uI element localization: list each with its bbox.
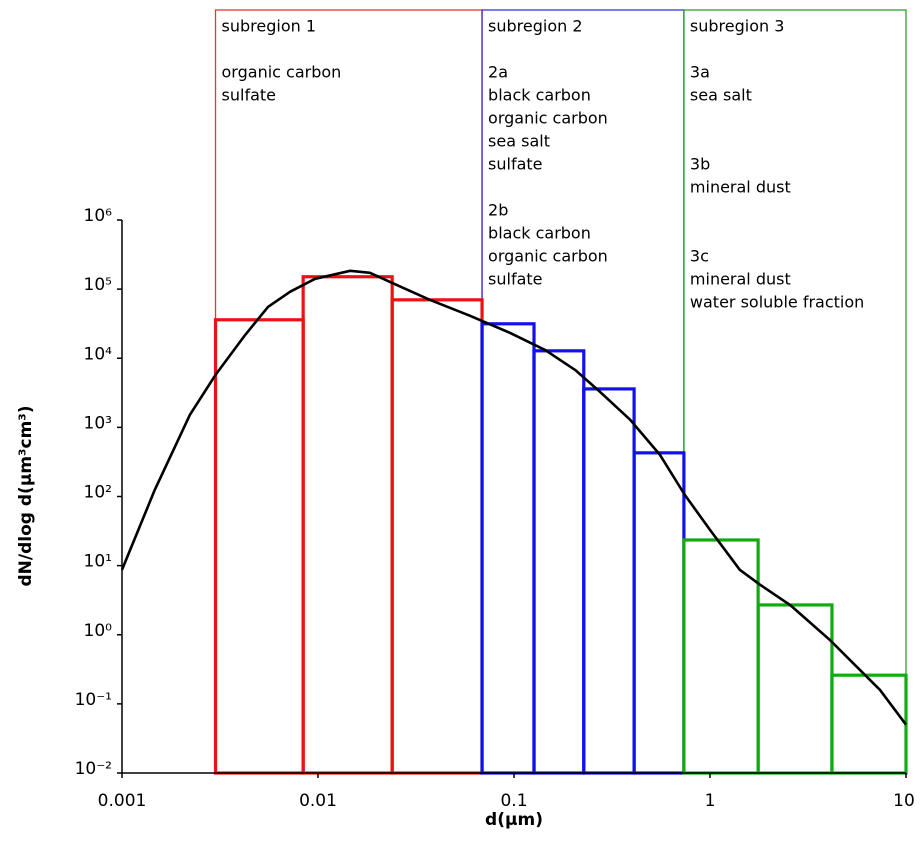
group-item: organic carbon bbox=[488, 247, 608, 266]
y-tick-label: 10⁻¹ bbox=[75, 690, 112, 710]
histogram-bar bbox=[830, 673, 908, 775]
region-box bbox=[214, 9, 483, 774]
group-item: sulfate bbox=[222, 86, 276, 105]
group-item: black carbon bbox=[488, 224, 591, 243]
group-item: sea salt bbox=[690, 86, 752, 105]
y-axis-title: dN/dlog d(µm³cm³) bbox=[16, 406, 36, 587]
group-item: black carbon bbox=[488, 86, 591, 105]
histogram-bar bbox=[301, 275, 394, 775]
y-tick-label: 10⁵ bbox=[84, 275, 112, 295]
x-tick-label: 0.001 bbox=[98, 791, 147, 811]
x-tick-label: 0.01 bbox=[299, 791, 337, 811]
y-tick-label: 10⁴ bbox=[84, 344, 113, 364]
histogram-bar bbox=[390, 298, 484, 775]
region-box bbox=[683, 9, 907, 774]
region-label: subregion 3 bbox=[690, 17, 785, 36]
y-tick-label: 10⁻² bbox=[75, 759, 112, 779]
region-label: subregion 1 bbox=[222, 17, 316, 36]
histogram-bar bbox=[480, 322, 536, 775]
group-label: 3c bbox=[690, 247, 709, 266]
histogram-bar bbox=[532, 349, 586, 775]
histogram-bar bbox=[756, 603, 834, 775]
region-label: subregion 2 bbox=[488, 17, 583, 36]
group-label: 2b bbox=[488, 201, 508, 220]
group-item: organic carbon bbox=[488, 109, 608, 128]
histogram-bar bbox=[213, 318, 305, 775]
y-tick-label: 10² bbox=[84, 483, 112, 503]
group-item: sulfate bbox=[488, 155, 542, 174]
y-tick-label: 10¹ bbox=[84, 552, 112, 572]
size-distribution-curve bbox=[120, 269, 908, 726]
group-item: organic carbon bbox=[222, 63, 342, 82]
group-label: 3b bbox=[690, 155, 710, 174]
histogram-bar bbox=[632, 451, 686, 775]
y-tick-label: 10⁰ bbox=[84, 621, 113, 641]
group-item: water soluble fraction bbox=[690, 293, 864, 312]
group-item: sea salt bbox=[488, 132, 550, 151]
x-axis-title: d(µm) bbox=[485, 810, 543, 830]
x-tick-label: 0.1 bbox=[500, 791, 527, 811]
x-tick-label: 1 bbox=[705, 791, 716, 811]
y-tick-label: 10³ bbox=[84, 413, 112, 433]
y-tick-label: 10⁶ bbox=[84, 206, 113, 226]
histogram-bar bbox=[582, 387, 636, 775]
x-tick-label: 10 bbox=[893, 791, 915, 811]
group-label: 3a bbox=[690, 63, 710, 82]
group-item: mineral dust bbox=[690, 270, 791, 289]
group-item: mineral dust bbox=[690, 178, 791, 197]
group-label: 2a bbox=[488, 63, 508, 82]
group-item: sulfate bbox=[488, 270, 542, 289]
